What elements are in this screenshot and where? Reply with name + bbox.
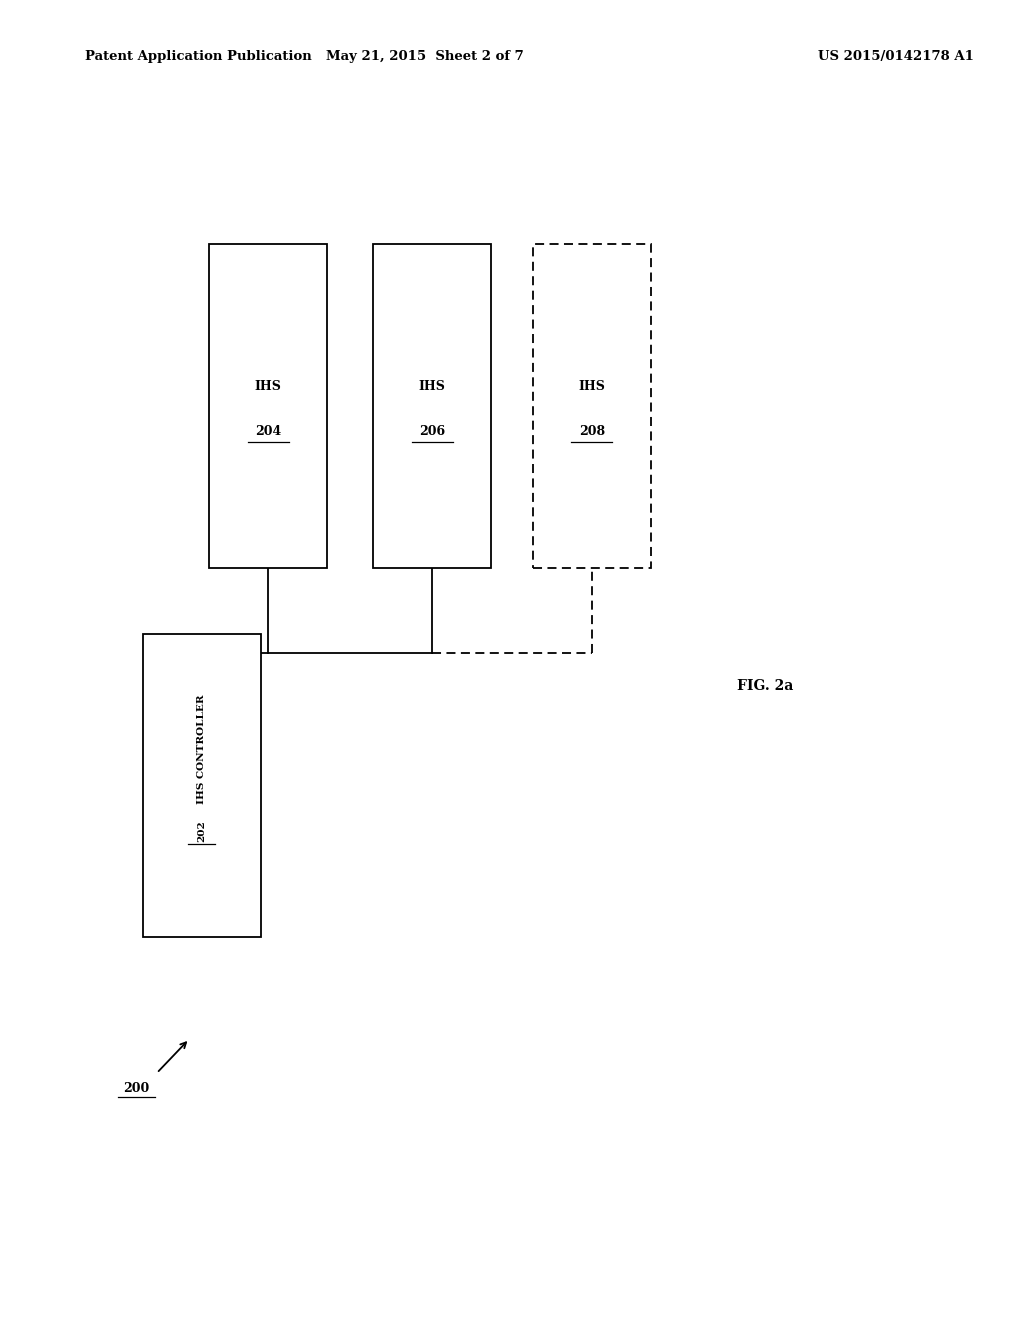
Text: 202: 202	[198, 820, 206, 842]
Bar	[210, 244, 328, 568]
Bar	[143, 634, 260, 937]
Text: IHS: IHS	[419, 380, 445, 393]
Text: Patent Application Publication: Patent Application Publication	[85, 50, 311, 63]
Text: 208: 208	[579, 425, 605, 438]
Text: 204: 204	[255, 425, 282, 438]
Text: IHS CONTROLLER: IHS CONTROLLER	[198, 694, 206, 804]
Text: IHS: IHS	[579, 380, 605, 393]
Text: US 2015/0142178 A1: US 2015/0142178 A1	[818, 50, 974, 63]
Text: 200: 200	[123, 1082, 150, 1096]
Text: 206: 206	[419, 425, 445, 438]
Text: IHS: IHS	[255, 380, 282, 393]
Bar	[373, 244, 492, 568]
Bar	[532, 244, 651, 568]
Text: FIG. 2a: FIG. 2a	[737, 680, 794, 693]
Text: May 21, 2015  Sheet 2 of 7: May 21, 2015 Sheet 2 of 7	[326, 50, 524, 63]
